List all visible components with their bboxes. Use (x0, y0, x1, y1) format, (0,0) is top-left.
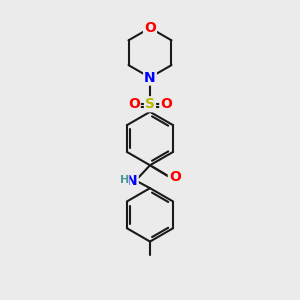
Text: N: N (126, 173, 138, 188)
Text: S: S (145, 97, 155, 111)
Text: O: O (128, 97, 140, 111)
Text: H: H (120, 175, 129, 184)
Text: O: O (169, 170, 181, 184)
Text: O: O (160, 97, 172, 111)
Text: O: O (144, 21, 156, 35)
Text: N: N (144, 70, 156, 85)
